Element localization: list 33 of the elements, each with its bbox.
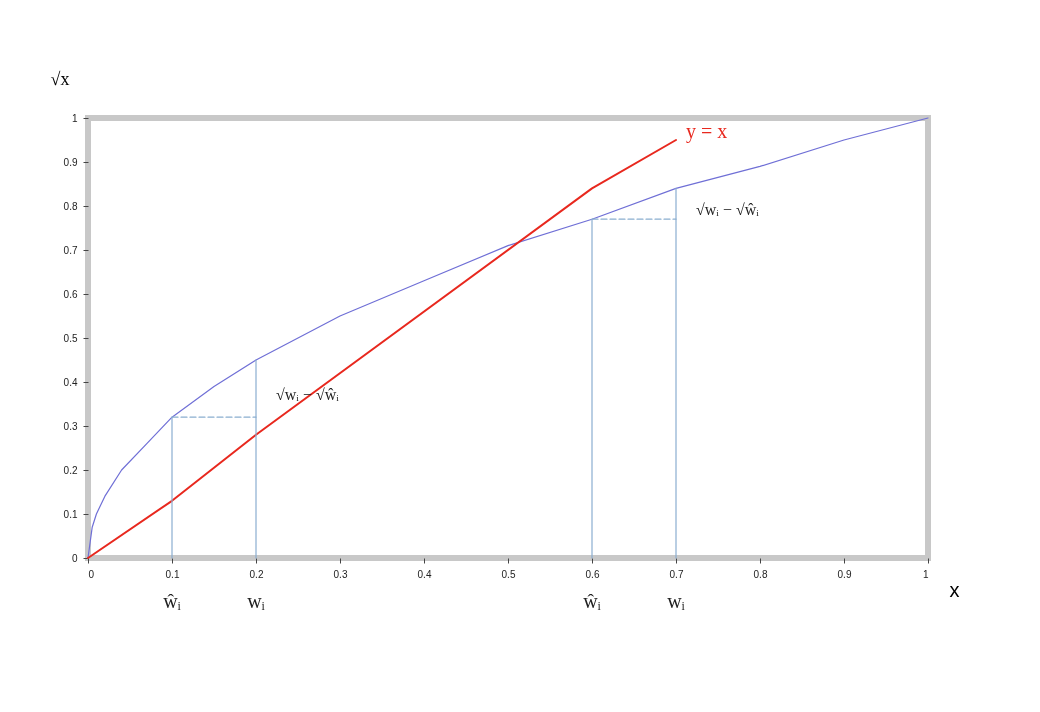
x-tick-label: 0.3 <box>333 568 348 580</box>
y-tick-label: 0.9 <box>63 156 78 168</box>
y-tick-label: 0 <box>71 552 78 564</box>
x-tick-label: 0.8 <box>753 568 768 580</box>
x-tick-label: 0.7 <box>669 568 684 580</box>
y-tick-label: 0.4 <box>63 376 78 388</box>
y-tick-label: 0.3 <box>63 420 78 432</box>
y-tick-label: 0.8 <box>63 200 78 212</box>
annotation: √wᵢ − √ŵᵢ <box>696 201 760 218</box>
line-series <box>87 117 929 559</box>
x-tick-label: 0.6 <box>585 568 600 580</box>
x-tick-label: 0.2 <box>249 568 264 580</box>
x-axis-title: x <box>949 578 960 601</box>
annotation: ŵᵢ <box>163 590 182 612</box>
y-tick-label: 0.6 <box>63 288 78 300</box>
y-tick-label: 0.7 <box>63 244 78 256</box>
x-tick-label: 0.4 <box>417 568 432 580</box>
series-label: y = x <box>686 120 728 143</box>
x-tick-label: 0.5 <box>501 568 516 580</box>
y-tick-label: 0.1 <box>63 508 78 520</box>
annotation: ŵᵢ <box>583 590 602 612</box>
line-series <box>87 139 677 559</box>
annotation: √wᵢ − √ŵᵢ <box>276 385 340 403</box>
x-tick-label: 1 <box>922 568 929 580</box>
y-tick-label: 0.5 <box>63 332 78 344</box>
x-tick-label: 0.9 <box>837 568 852 580</box>
annotation: wᵢ <box>247 590 266 612</box>
y-tick-label: 1 <box>71 112 78 124</box>
x-tick-label: 0.1 <box>165 568 180 580</box>
y-axis-title: √x <box>50 68 70 89</box>
y-tick-label: 0.2 <box>63 464 78 476</box>
x-tick-label: 0 <box>88 568 95 580</box>
annotation: wᵢ <box>667 590 686 612</box>
